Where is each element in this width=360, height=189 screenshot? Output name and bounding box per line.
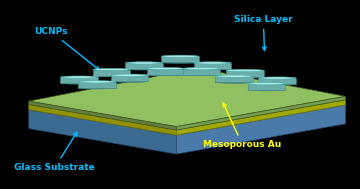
Ellipse shape <box>248 83 285 85</box>
Ellipse shape <box>60 82 98 84</box>
Ellipse shape <box>161 55 199 57</box>
Ellipse shape <box>147 67 184 70</box>
Polygon shape <box>78 82 116 88</box>
Ellipse shape <box>125 68 163 70</box>
Ellipse shape <box>161 61 199 64</box>
Polygon shape <box>111 75 148 81</box>
Ellipse shape <box>248 89 285 91</box>
Ellipse shape <box>226 69 264 72</box>
Ellipse shape <box>215 75 253 77</box>
Text: Mesoporous Au: Mesoporous Au <box>203 103 282 149</box>
Ellipse shape <box>194 68 231 70</box>
Polygon shape <box>29 68 346 127</box>
Ellipse shape <box>111 80 148 82</box>
Ellipse shape <box>60 76 98 78</box>
Polygon shape <box>60 77 98 83</box>
Polygon shape <box>176 100 346 135</box>
Polygon shape <box>161 56 199 62</box>
Polygon shape <box>194 63 231 69</box>
Ellipse shape <box>93 68 130 71</box>
Ellipse shape <box>258 77 296 79</box>
Ellipse shape <box>215 81 253 83</box>
Ellipse shape <box>183 67 220 70</box>
Polygon shape <box>176 105 346 154</box>
Polygon shape <box>125 63 163 69</box>
Polygon shape <box>29 71 346 130</box>
Polygon shape <box>226 70 264 77</box>
Text: UCNPs: UCNPs <box>34 27 99 70</box>
Text: Glass Substrate: Glass Substrate <box>14 132 95 172</box>
Polygon shape <box>29 77 346 135</box>
Polygon shape <box>29 110 176 154</box>
Ellipse shape <box>111 74 148 76</box>
Polygon shape <box>29 105 176 135</box>
Polygon shape <box>147 69 184 75</box>
Polygon shape <box>248 84 285 90</box>
Ellipse shape <box>125 62 163 64</box>
Ellipse shape <box>226 75 264 78</box>
Text: Silica Layer: Silica Layer <box>234 15 293 50</box>
Polygon shape <box>93 70 130 76</box>
Ellipse shape <box>93 74 130 77</box>
Polygon shape <box>215 76 253 82</box>
Ellipse shape <box>194 62 231 64</box>
Polygon shape <box>176 96 346 130</box>
Ellipse shape <box>78 81 116 83</box>
Polygon shape <box>29 101 176 130</box>
Ellipse shape <box>78 87 116 89</box>
Polygon shape <box>183 69 220 75</box>
Ellipse shape <box>258 83 296 85</box>
Polygon shape <box>258 78 296 84</box>
Ellipse shape <box>147 74 184 76</box>
Ellipse shape <box>183 74 220 76</box>
